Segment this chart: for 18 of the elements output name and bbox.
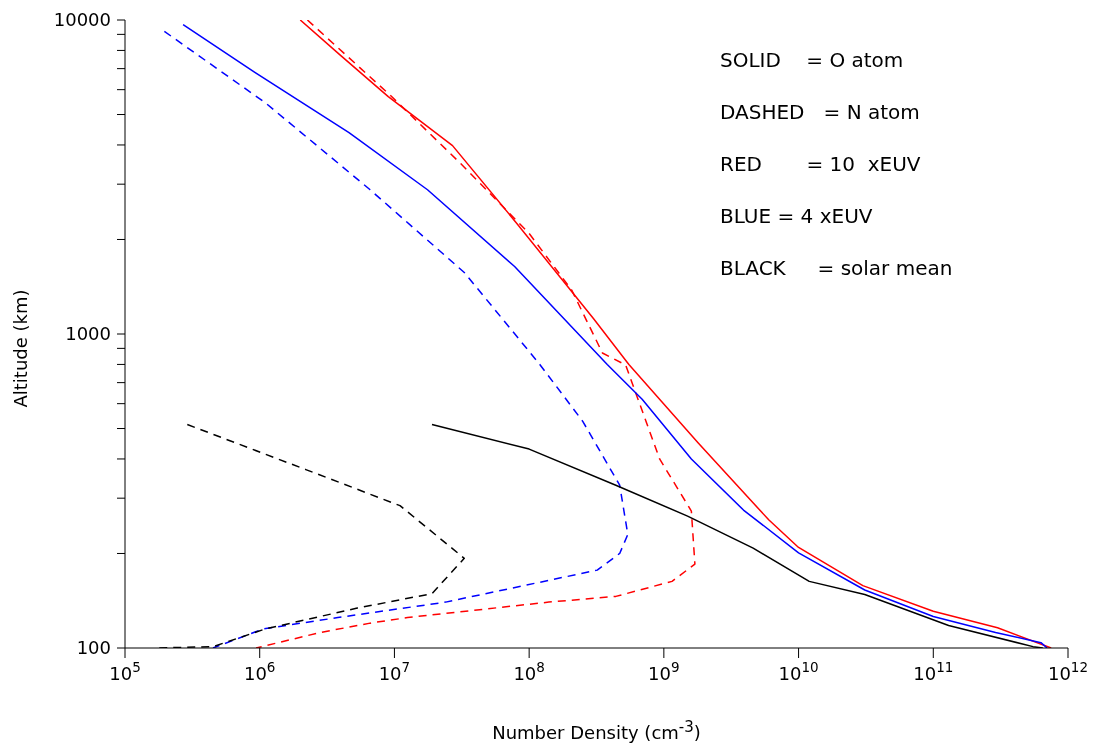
x-tick-label: 10$^{9}$ — [648, 659, 680, 684]
x-tick-label: 10$^{6}$ — [243, 659, 276, 684]
y-tick-label: 1000 — [65, 323, 111, 344]
y-axis-title: Altitude (km) — [9, 288, 31, 408]
x-axis-title: Number Density (cm$^{-3}$) — [491, 718, 702, 743]
x-tick-label: 10$^{10}$ — [778, 659, 819, 684]
x-tick-label: 10$^{5}$ — [109, 659, 141, 684]
annotation: RED = 10 xEUV — [720, 152, 922, 178]
annotation: BLUE = 4 xEUV — [720, 204, 874, 230]
x-tick-label: 10$^{11}$ — [913, 659, 954, 684]
x-tick-label: 10$^{12}$ — [1047, 659, 1089, 684]
x-tick-label: 10$^{8}$ — [513, 659, 545, 684]
y-tick-label: 10000 — [53, 9, 111, 30]
annotation: DASHED = N atom — [720, 100, 921, 126]
x-tick-label: 10$^{7}$ — [378, 659, 411, 684]
annotation: SOLID = O atom — [720, 48, 905, 74]
annotation: BLACK = solar mean — [720, 256, 953, 282]
y-tick-label: 100 — [76, 637, 111, 658]
